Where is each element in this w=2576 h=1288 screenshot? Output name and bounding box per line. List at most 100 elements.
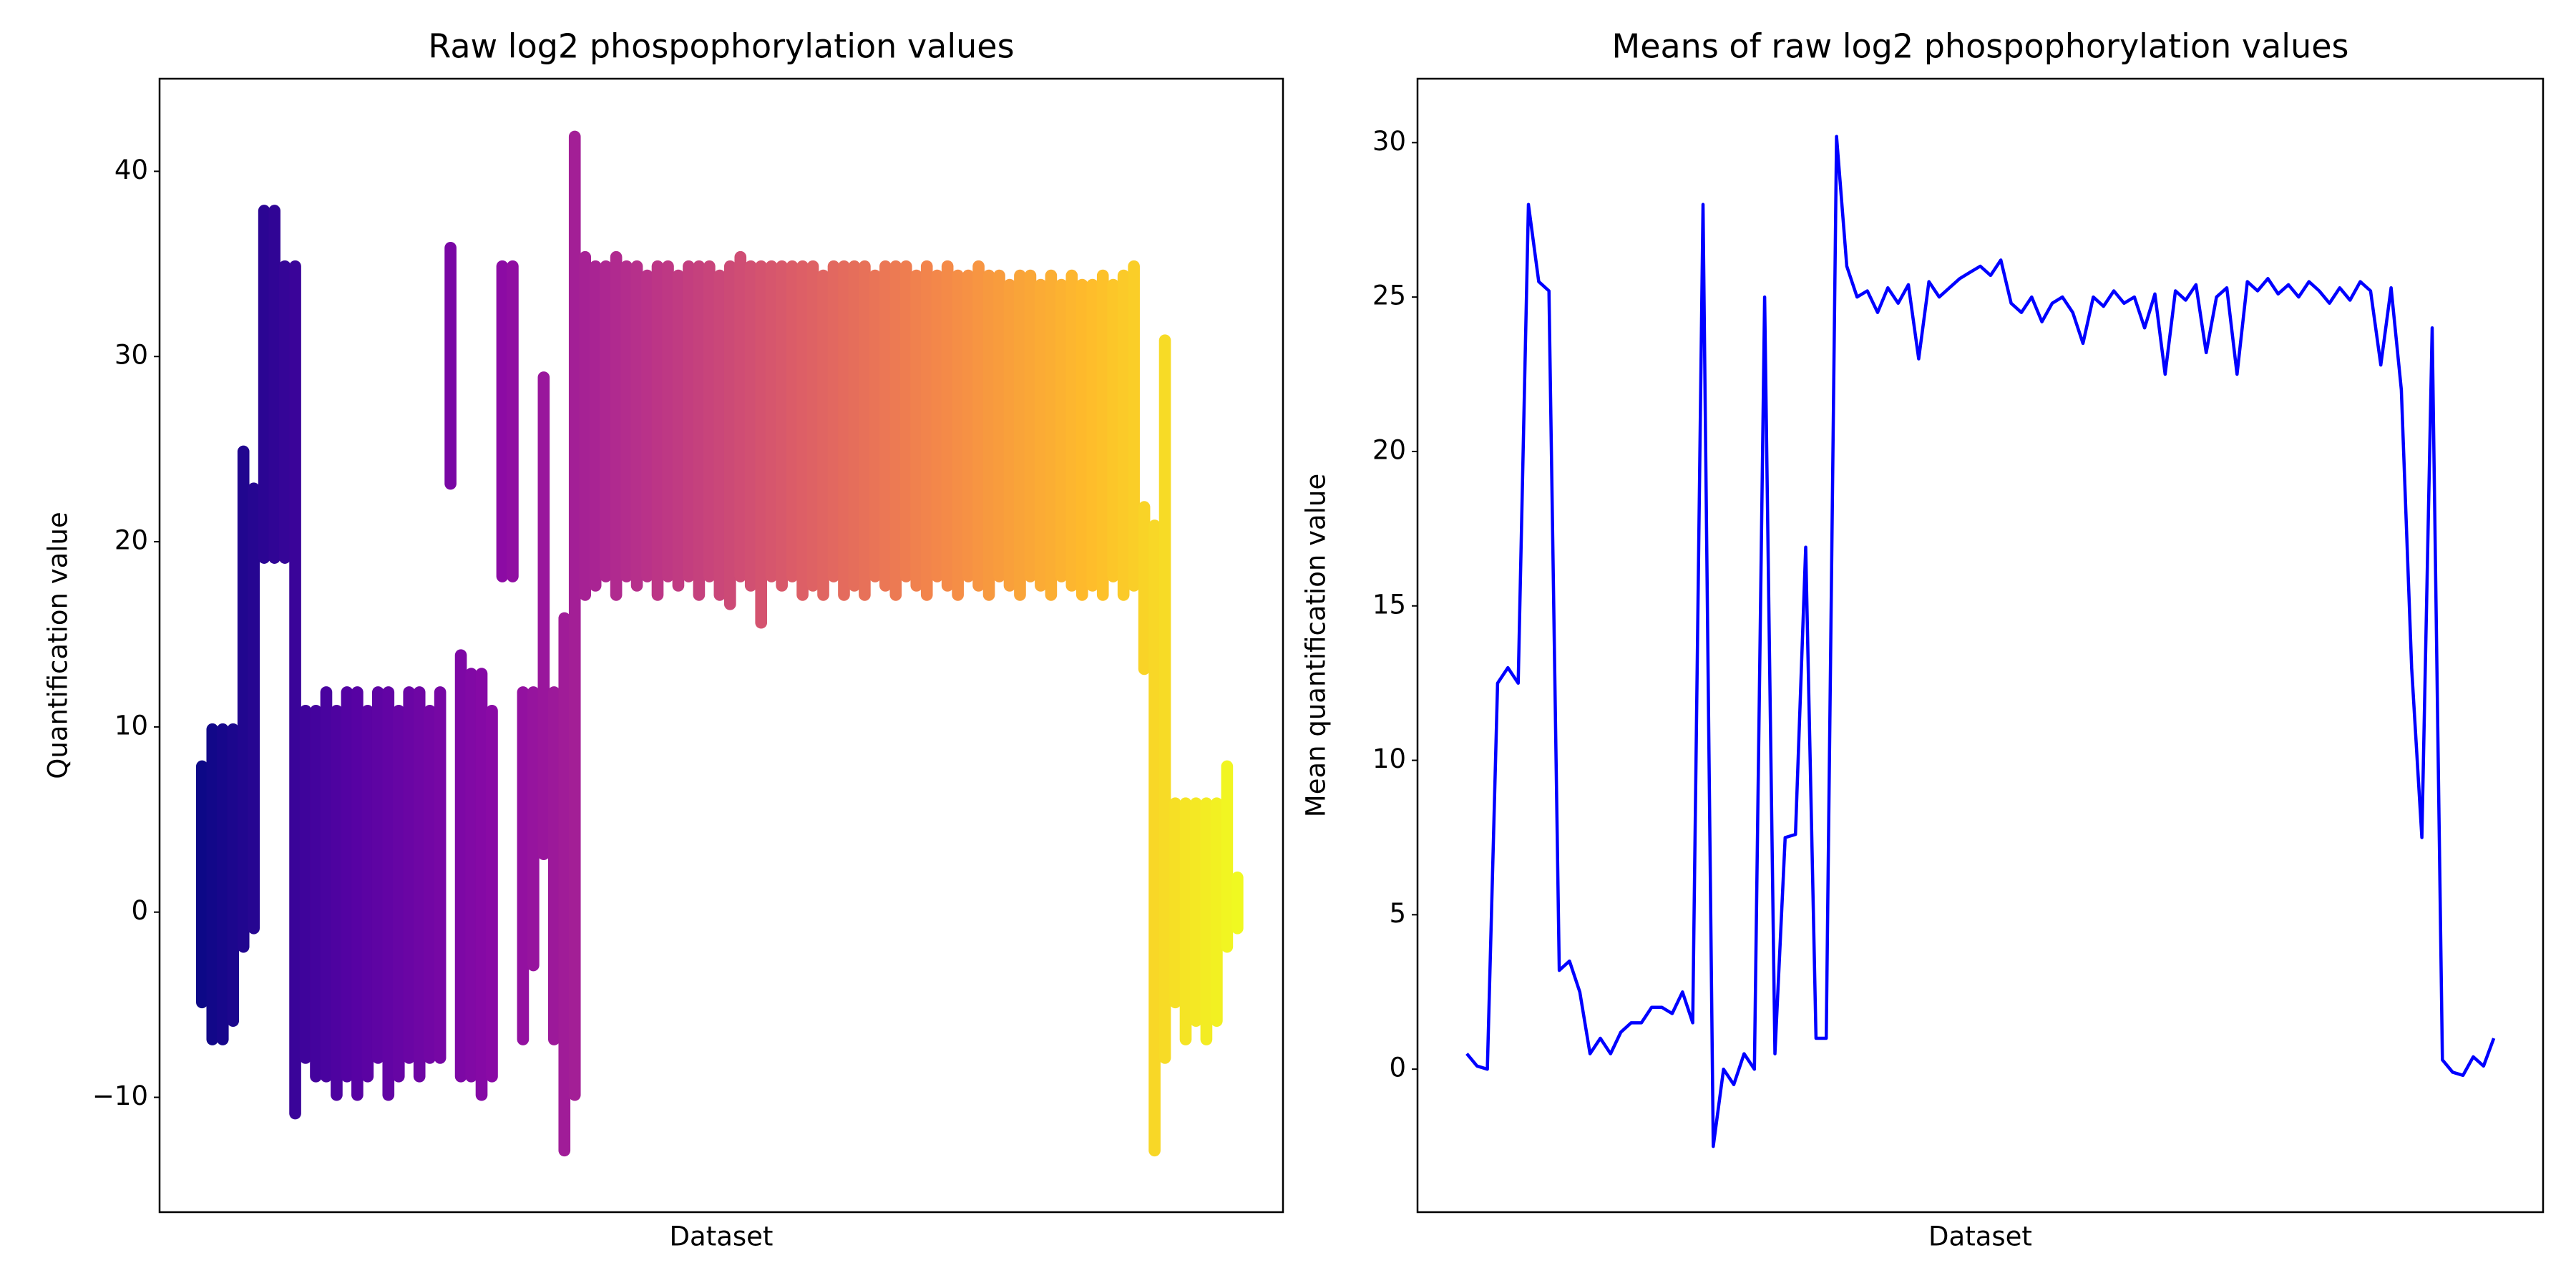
scatter-band — [972, 260, 985, 592]
scatter-band — [755, 260, 768, 629]
scatter-band — [413, 686, 426, 1083]
y-tick-label: 40 — [114, 155, 148, 185]
scatter-band — [527, 686, 540, 972]
scatter-band — [620, 260, 633, 582]
scatter-band — [931, 269, 944, 582]
y-tick-label: 10 — [114, 710, 148, 741]
x-axis-label: Dataset — [670, 1221, 774, 1252]
scatter-band — [869, 269, 882, 582]
x-axis-label: Dataset — [1928, 1221, 2032, 1252]
scatter-band — [1221, 760, 1234, 953]
scatter-band — [899, 260, 912, 582]
scatter-band — [1014, 269, 1026, 601]
scatter-band — [392, 705, 405, 1083]
scatter-band — [630, 260, 643, 592]
scatter-band — [237, 445, 250, 953]
scatter-band — [889, 260, 902, 601]
scatter-band — [371, 686, 384, 1064]
scatter-band — [289, 260, 301, 1120]
scatter-band — [723, 260, 736, 610]
scatter-band — [1169, 797, 1181, 1009]
y-tick-label: 0 — [1389, 1053, 1406, 1083]
scatter-band — [320, 686, 333, 1083]
scatter-band — [982, 269, 995, 601]
scatter-band — [310, 705, 322, 1083]
scatter-band — [558, 612, 571, 1157]
scatter-band — [962, 269, 975, 582]
scatter-band — [444, 241, 457, 490]
scatter-band — [713, 269, 726, 601]
y-axis-label: Mean quantification value — [1301, 474, 1332, 817]
chart-title: Means of raw log2 phospophorylation valu… — [1612, 27, 2349, 66]
scatter-band — [361, 705, 374, 1083]
scatter-band — [568, 130, 581, 1101]
scatter-band — [827, 260, 840, 582]
scatter-band — [382, 686, 395, 1101]
scatter-band — [848, 260, 861, 592]
scatter-band — [952, 269, 964, 601]
scatter-band — [496, 260, 509, 582]
y-tick-label: 25 — [1372, 280, 1406, 311]
scatter-band — [1200, 797, 1213, 1045]
y-tick-label: 10 — [1372, 743, 1406, 774]
scatter-band — [589, 260, 602, 592]
scatter-band — [941, 260, 954, 592]
plot-frame — [1416, 77, 2545, 1214]
scatter-band — [672, 269, 685, 592]
scatter-band — [817, 269, 829, 601]
scatter-band — [1179, 797, 1192, 1045]
scatter-band — [475, 668, 488, 1101]
y-tick-label: 5 — [1389, 898, 1406, 929]
scatter-band — [465, 668, 477, 1083]
scatter-band — [1055, 278, 1068, 582]
scatter-band — [196, 760, 208, 1009]
chart-title: Raw log2 phospophorylation values — [428, 27, 1014, 66]
line — [1465, 135, 2496, 1148]
scatter-band — [507, 260, 519, 582]
scatter-band — [662, 260, 674, 582]
scatter-band — [424, 705, 436, 1064]
scatter-band — [641, 269, 653, 582]
scatter-band — [683, 260, 695, 582]
scatter-band — [1096, 269, 1109, 601]
scatter-band — [341, 686, 353, 1083]
scatter-band — [1128, 260, 1140, 592]
scatter-band — [838, 260, 850, 601]
scatter-band — [517, 686, 530, 1045]
scatter-band — [403, 686, 416, 1064]
scatter-band — [879, 260, 892, 592]
y-tick-label: 30 — [1372, 126, 1406, 157]
scatter-band — [1138, 501, 1151, 675]
scatter-band — [765, 260, 778, 582]
scatter-band — [537, 371, 550, 861]
scatter-band — [1003, 278, 1016, 592]
plot-frame — [158, 77, 1284, 1214]
scatter-band — [1035, 278, 1047, 592]
scatter-band — [786, 260, 799, 582]
scatter-band — [579, 250, 592, 601]
y-tick-label: 20 — [1372, 434, 1406, 465]
y-tick-label: 20 — [114, 525, 148, 556]
scatter-band — [486, 705, 498, 1083]
scatter-band — [331, 705, 343, 1101]
scatter-band — [610, 250, 623, 601]
scatter-band — [693, 260, 706, 601]
scatter-band — [299, 705, 312, 1064]
scatter-band — [651, 260, 664, 601]
scatter-band — [993, 269, 1005, 582]
y-tick-label: 30 — [114, 340, 148, 371]
scatter-band — [1190, 797, 1202, 1027]
y-axis-label: Quantification value — [43, 512, 74, 779]
scatter-band — [920, 260, 933, 601]
scatter-band — [859, 260, 871, 601]
scatter-band — [1158, 334, 1171, 1064]
scatter-band — [1117, 269, 1130, 601]
scatter-band — [1065, 269, 1078, 592]
y-tick-label: −10 — [92, 1080, 148, 1111]
scatter-band — [227, 723, 240, 1027]
scatter-band — [547, 686, 560, 1045]
scatter-band — [258, 205, 270, 564]
scatter-band — [1231, 871, 1244, 935]
scatter-band — [600, 260, 612, 582]
